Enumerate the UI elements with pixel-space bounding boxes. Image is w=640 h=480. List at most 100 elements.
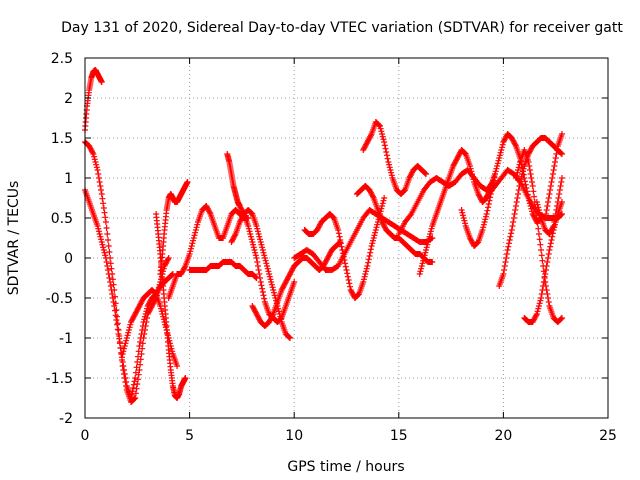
data-point <box>119 351 126 357</box>
data-point <box>237 217 244 224</box>
data-point <box>349 289 356 296</box>
data-point <box>257 275 264 281</box>
data-point <box>552 155 559 161</box>
data-point <box>377 125 384 132</box>
data-point <box>528 175 535 181</box>
data-point <box>144 303 151 309</box>
data-point <box>510 137 517 144</box>
data-point <box>421 252 428 259</box>
data-point <box>475 191 482 197</box>
data-point <box>383 152 390 159</box>
data-point <box>529 211 536 217</box>
data-point <box>132 309 139 316</box>
data-point <box>450 163 457 169</box>
data-point <box>530 212 537 219</box>
data-point <box>250 305 257 312</box>
data-point <box>363 141 370 148</box>
data-point <box>137 339 144 345</box>
data-point <box>429 259 436 265</box>
data-point <box>158 305 165 312</box>
data-point <box>378 205 385 212</box>
data-point <box>531 213 538 220</box>
data-point <box>278 287 285 293</box>
data-point <box>384 155 391 162</box>
data-point <box>401 187 408 194</box>
data-point <box>420 257 427 264</box>
y-tick-label: 2 <box>64 91 73 107</box>
data-point <box>107 283 114 289</box>
data-point <box>360 279 367 285</box>
data-point <box>515 167 522 173</box>
data-point <box>501 136 508 143</box>
data-point <box>534 308 541 315</box>
data-point <box>407 172 414 179</box>
data-point <box>558 211 565 218</box>
data-point <box>515 191 522 197</box>
data-point <box>251 247 258 253</box>
data-point <box>253 223 260 229</box>
data-point <box>370 235 377 241</box>
data-point <box>533 199 540 205</box>
data-point <box>368 243 375 249</box>
data-point <box>427 231 434 237</box>
data-point <box>262 257 269 264</box>
data-point <box>130 385 137 391</box>
data-point <box>88 148 95 155</box>
data-point <box>250 304 257 311</box>
data-point <box>510 139 517 145</box>
data-point <box>134 359 141 365</box>
data-point <box>179 268 186 275</box>
data-point <box>135 304 142 311</box>
data-point <box>99 195 106 202</box>
data-point <box>137 356 144 363</box>
data-point <box>372 227 379 233</box>
data-point <box>552 215 559 221</box>
data-point <box>461 217 468 224</box>
data-point <box>254 225 261 232</box>
data-point <box>500 271 507 277</box>
data-point <box>335 230 342 237</box>
data-point <box>512 207 519 213</box>
data-point <box>468 237 475 244</box>
data-point <box>131 378 138 385</box>
x-tick-label: 0 <box>81 428 90 444</box>
data-point <box>95 175 102 181</box>
data-point <box>508 230 515 237</box>
data-point <box>544 259 551 265</box>
data-point <box>137 335 144 341</box>
data-point <box>378 128 385 135</box>
data-point <box>534 220 541 227</box>
data-point <box>528 179 535 185</box>
data-point <box>341 257 348 263</box>
data-point <box>120 363 127 369</box>
data-point <box>230 235 237 241</box>
data-point <box>259 244 266 251</box>
data-point <box>536 209 543 216</box>
data-point <box>206 208 213 215</box>
data-point <box>86 143 93 149</box>
data-point <box>418 265 425 272</box>
data-point <box>379 219 386 225</box>
data-point <box>545 295 552 301</box>
series-arc-2 <box>82 139 172 405</box>
data-point <box>366 187 373 193</box>
data-point <box>469 171 476 177</box>
data-point <box>93 164 100 171</box>
data-point <box>279 285 286 292</box>
data-point <box>104 231 111 237</box>
data-point <box>547 228 554 235</box>
data-point <box>422 247 429 253</box>
data-point <box>282 279 289 285</box>
data-point <box>116 335 123 342</box>
data-point <box>407 212 414 219</box>
data-point <box>257 279 264 285</box>
data-point <box>364 139 371 145</box>
data-point <box>508 227 515 233</box>
data-point <box>380 221 387 228</box>
data-point <box>364 263 371 269</box>
data-point <box>250 241 257 248</box>
data-point <box>238 216 245 223</box>
data-point <box>255 267 262 273</box>
data-point <box>530 188 537 195</box>
data-point <box>236 203 243 209</box>
